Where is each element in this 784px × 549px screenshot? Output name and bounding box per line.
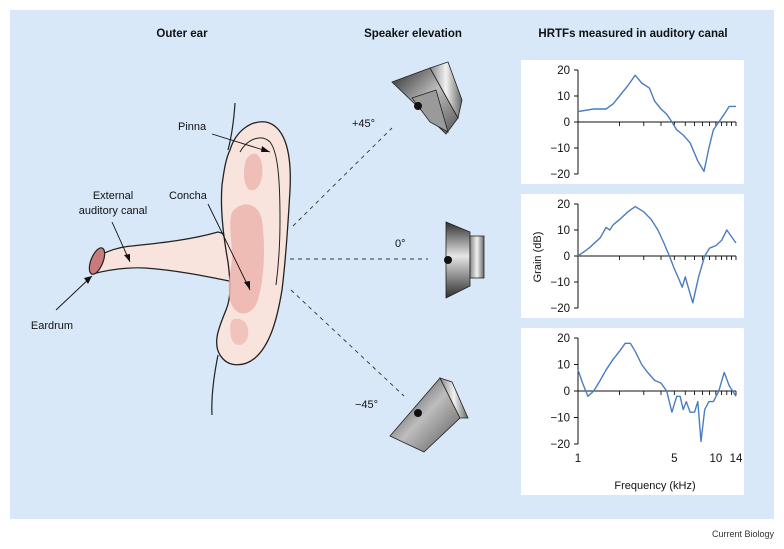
chart-0-series-line	[577, 74, 736, 173]
label-pinna: Pinna	[178, 121, 207, 133]
label-concha: Concha	[169, 190, 208, 202]
header-speaker-elevation: Speaker elevation	[364, 28, 462, 40]
label-elev-top: +45°	[352, 118, 375, 130]
head-outline-bottom	[211, 354, 219, 416]
chart-2-y-tick-label: 20	[557, 333, 570, 345]
chart-1-series-line	[577, 205, 737, 304]
helix-fold	[239, 137, 281, 286]
chart-2-x-tick-label: 14	[730, 453, 743, 465]
label-external-line2: auditory canal	[79, 205, 148, 217]
chart-2-y-tick-label: 10	[557, 360, 570, 372]
head-outline-top	[227, 102, 236, 151]
fossa-shade	[243, 153, 263, 191]
speakers: +45° 0° −45°	[290, 61, 485, 453]
chart-1-y-tick-label: 20	[557, 199, 570, 211]
chart-0-y-tick-label: −20	[550, 169, 570, 181]
label-elev-middle: 0°	[395, 238, 406, 250]
concha-pointer-head	[244, 281, 250, 290]
speaker-middle	[444, 221, 485, 299]
chart-0-y-tick-label: 10	[557, 91, 570, 103]
label-eardrum: Eardrum	[31, 320, 73, 332]
header-hrtfs: HRTFs measured in auditory canal	[538, 28, 727, 40]
concha-pointer	[207, 203, 251, 291]
x-axis-label: Frequency (kHz)	[614, 480, 695, 492]
chart-2-series-line	[577, 342, 737, 443]
chart-2-y-tick-label: 0	[564, 386, 570, 398]
chart-1-y-tick-label: 0	[564, 251, 570, 263]
label-external-line1: External	[93, 190, 133, 202]
speaker-bottom	[389, 377, 469, 453]
lobe-shade	[230, 318, 249, 345]
pinna-pointer	[211, 133, 271, 153]
credit-text: Current Biology	[712, 529, 775, 539]
chart-0-y-tick-label: 20	[557, 65, 570, 77]
chart-2-y-tick-label: −20	[550, 439, 570, 451]
speaker-top	[391, 61, 463, 135]
pinna-pointer-head	[261, 146, 270, 152]
concha-shade	[228, 204, 264, 314]
chart-2-x-tick-label: 1	[575, 453, 581, 465]
chart-1-y-tick-label: −20	[550, 303, 570, 315]
header-outer-ear: Outer ear	[156, 28, 208, 40]
eardrum-pointer-head	[84, 276, 92, 284]
y-axis-label: Grain (dB)	[532, 232, 544, 283]
ear-illustration: Pinna External auditory canal Concha Ear…	[31, 102, 291, 416]
chart-1-y-tick-label: −10	[550, 277, 570, 289]
eardrum-pointer	[55, 275, 93, 311]
label-elev-bottom: −45°	[355, 399, 378, 411]
canal-pointer-head	[124, 254, 130, 262]
eardrum-disc	[88, 247, 106, 275]
chart-0-y-tick-label: −10	[550, 143, 570, 155]
hrtf-plot-layers: 20 10 0 −10 −20 20 10 0 −10 −20 20 10 0 −10 −20 1 5 10 14	[550, 65, 743, 465]
hrtf-panel-bottom	[521, 328, 744, 495]
chart-1-y-tick-label: 10	[557, 225, 570, 237]
dash-bottom	[290, 289, 405, 397]
chart-2-x-tick-label: 10	[709, 453, 722, 465]
chart-0-y-tick-label: 0	[564, 117, 570, 129]
chart-2-y-tick-label: −10	[550, 413, 570, 425]
chart-2-x-tick-label: 5	[671, 453, 677, 465]
